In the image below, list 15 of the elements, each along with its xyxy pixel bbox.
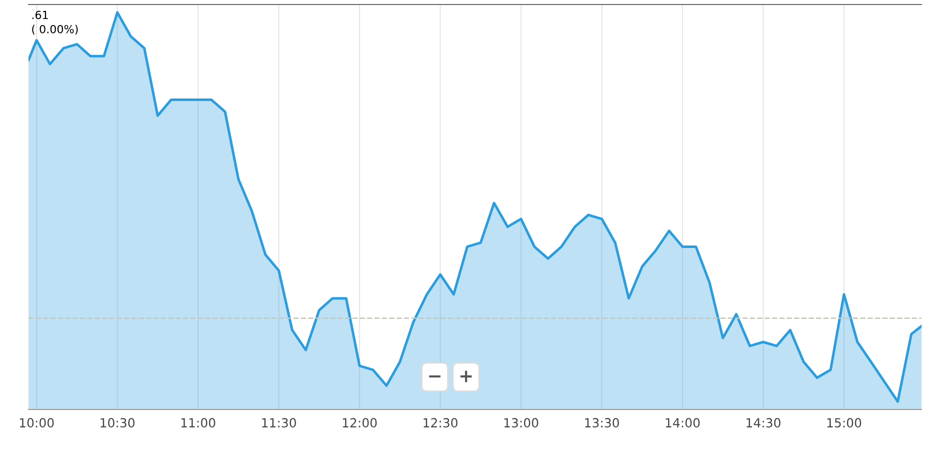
annotation: .61 [32,10,48,20]
x-tick-label: 14:30 [746,418,780,428]
annotation: ( 0.00%) [32,24,78,35]
x-tick-label: 13:30 [585,418,619,428]
x-tick-label: 11:00 [181,418,216,428]
x-tick-label: 11:30 [262,418,296,428]
annotation: − [429,375,440,378]
x-tick-label: 12:00 [342,418,377,428]
x-tick-label: 15:00 [827,418,862,428]
annotation: + [460,370,472,382]
x-tick-label: 14:00 [666,418,700,428]
x-tick-label: 10:00 [20,418,54,428]
x-tick-label: 10:30 [100,418,134,428]
x-tick-label: 13:00 [504,418,538,428]
x-tick-label: 12:30 [424,418,458,428]
